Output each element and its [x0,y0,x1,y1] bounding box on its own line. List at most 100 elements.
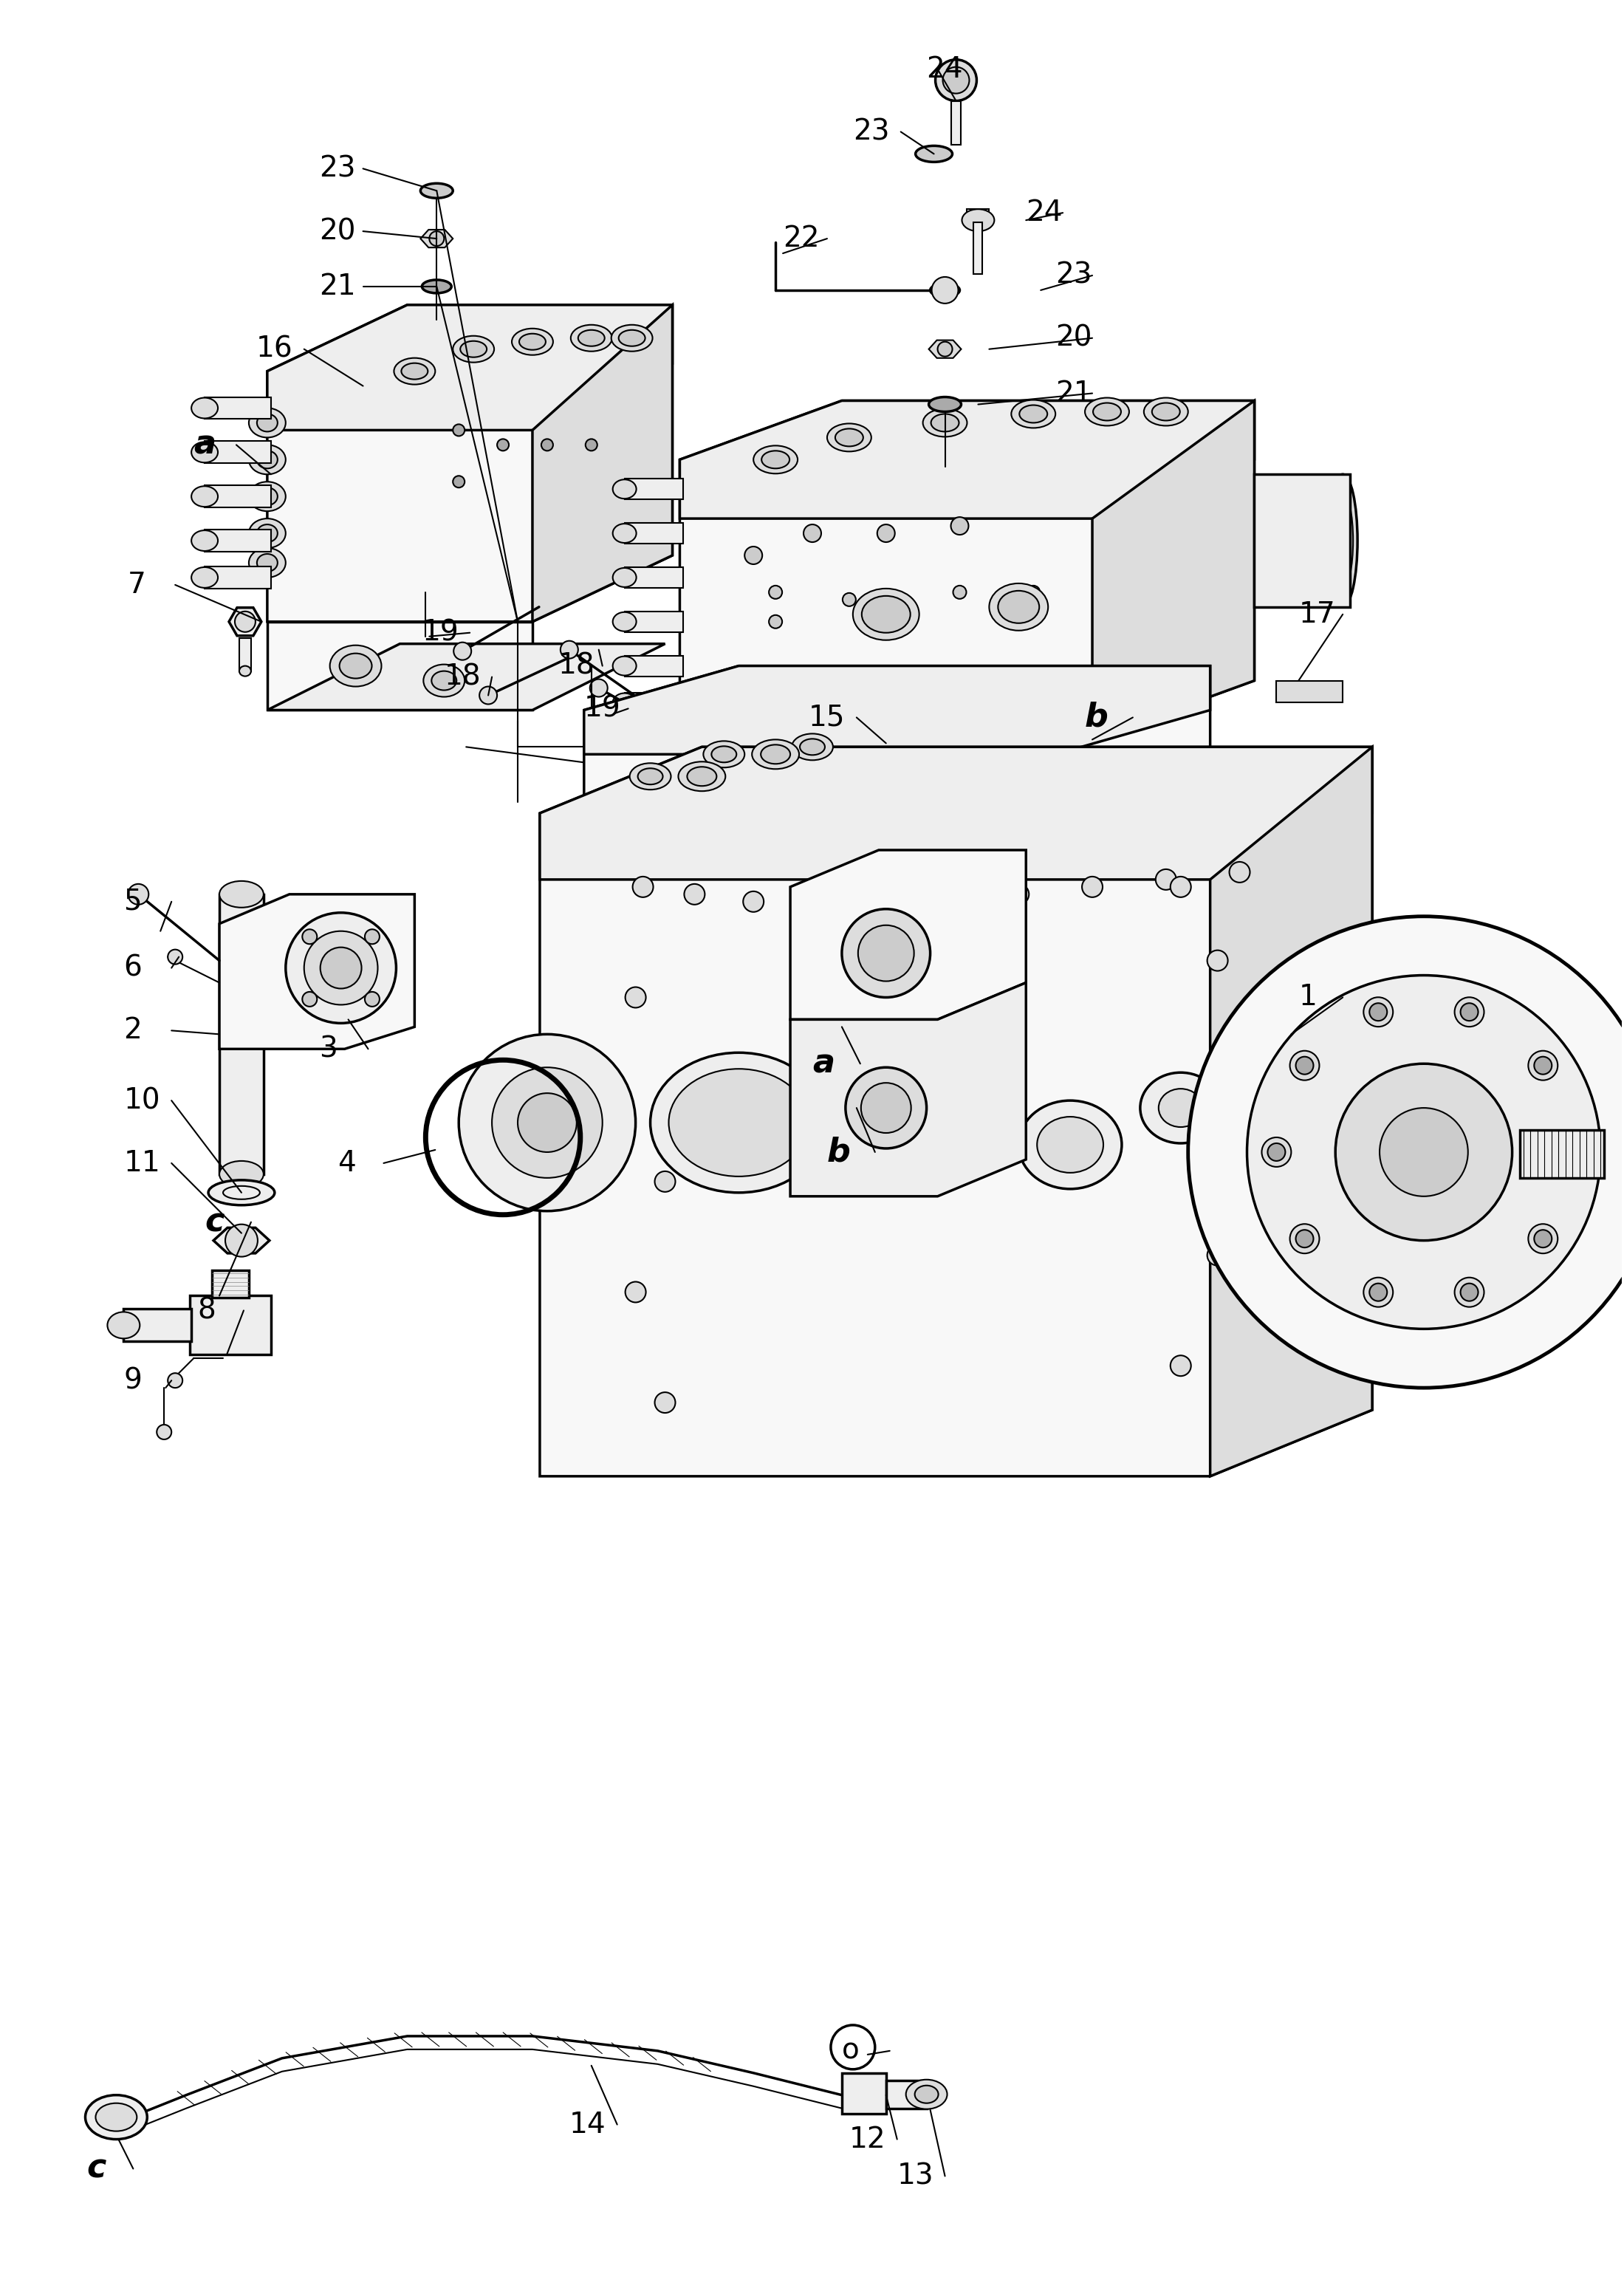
Ellipse shape [422,280,451,293]
Ellipse shape [703,741,744,769]
Ellipse shape [932,277,958,302]
Bar [219,894,263,1173]
Ellipse shape [192,487,218,507]
Ellipse shape [612,612,637,632]
Ellipse shape [612,523,637,543]
Ellipse shape [330,646,382,687]
Text: 16: 16 [257,334,292,364]
Circle shape [1171,875,1190,898]
Polygon shape [680,400,1254,518]
Polygon shape [268,621,533,709]
Ellipse shape [1143,398,1189,425]
Circle shape [1268,1144,1285,1162]
Ellipse shape [192,530,218,550]
Ellipse shape [856,1023,989,1135]
Polygon shape [533,305,672,621]
Ellipse shape [1018,1101,1122,1189]
Ellipse shape [1093,402,1121,421]
Bar [205,566,271,589]
Bar [966,209,989,223]
Circle shape [365,991,380,1007]
Circle shape [625,987,646,1007]
Circle shape [479,687,497,705]
Polygon shape [268,305,672,430]
Bar [952,100,961,146]
Circle shape [1296,1230,1314,1248]
Polygon shape [268,644,666,709]
Circle shape [167,1373,182,1387]
Circle shape [1296,1057,1314,1073]
Circle shape [1207,1244,1228,1267]
Ellipse shape [931,284,960,298]
Ellipse shape [432,671,456,691]
Ellipse shape [219,1162,263,1187]
Circle shape [625,1283,646,1303]
Ellipse shape [239,666,252,675]
Circle shape [518,1094,577,1153]
Circle shape [877,525,895,541]
Circle shape [843,594,856,607]
Ellipse shape [650,1053,827,1192]
Ellipse shape [424,664,464,696]
Circle shape [1455,1278,1484,1308]
Ellipse shape [914,2085,939,2103]
Ellipse shape [906,2081,947,2108]
Circle shape [1364,998,1393,1026]
Circle shape [1247,976,1601,1328]
Ellipse shape [862,596,911,632]
Circle shape [846,1067,927,1148]
Circle shape [1189,916,1624,1387]
Bar [213,1269,248,1298]
Circle shape [158,1426,172,1439]
Ellipse shape [630,764,671,789]
Bar [205,398,271,418]
Bar [1276,680,1343,703]
Text: 14: 14 [570,2110,606,2138]
Text: 5: 5 [123,887,141,916]
Circle shape [1262,1137,1291,1167]
Polygon shape [791,982,1026,1196]
Ellipse shape [208,1180,274,1205]
Polygon shape [680,739,1093,798]
Text: 24: 24 [927,55,963,84]
Ellipse shape [395,357,435,384]
Circle shape [128,885,149,905]
Bar [625,566,684,587]
Circle shape [654,1171,676,1192]
Ellipse shape [827,423,872,453]
Circle shape [768,614,783,628]
Circle shape [744,546,762,564]
Ellipse shape [421,184,453,198]
Circle shape [1364,1278,1393,1308]
Polygon shape [1210,746,1372,1476]
Ellipse shape [922,409,966,437]
Text: 18: 18 [443,664,481,691]
Text: 19: 19 [422,619,458,646]
Ellipse shape [257,555,278,571]
Circle shape [1289,1223,1319,1253]
Ellipse shape [192,398,218,418]
Text: 10: 10 [123,1087,161,1114]
Ellipse shape [916,146,952,161]
Ellipse shape [793,735,833,760]
Ellipse shape [762,450,789,468]
Circle shape [304,930,378,1005]
Ellipse shape [612,657,637,675]
Ellipse shape [192,566,218,587]
Circle shape [935,891,955,912]
Circle shape [586,439,598,450]
Circle shape [458,1035,635,1212]
Ellipse shape [679,762,726,791]
Circle shape [684,885,705,905]
Circle shape [453,475,464,487]
Circle shape [953,587,966,598]
Circle shape [302,991,317,1007]
Bar [974,223,983,273]
Ellipse shape [578,330,604,346]
Circle shape [492,1067,603,1178]
Ellipse shape [931,414,958,432]
Circle shape [590,680,607,696]
Ellipse shape [248,446,286,475]
Text: 15: 15 [809,703,844,732]
Ellipse shape [961,209,994,232]
